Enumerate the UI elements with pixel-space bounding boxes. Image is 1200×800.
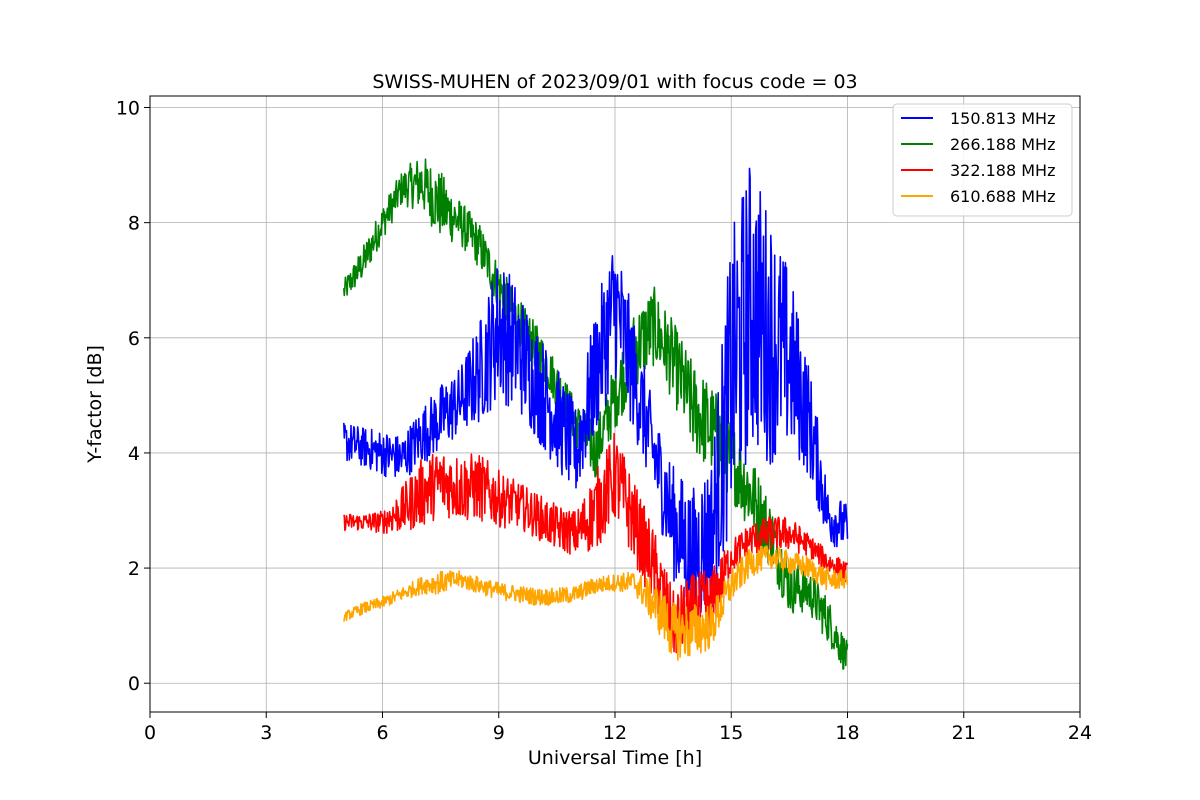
y-tick-label: 0 (128, 673, 140, 695)
x-tick-label: 21 (952, 722, 976, 744)
x-tick-label: 0 (144, 722, 156, 744)
x-tick-label: 6 (376, 722, 388, 744)
legend-box (892, 103, 1073, 217)
x-tick-label: 12 (603, 722, 627, 744)
legend: 150.813 MHz 266.188 MHz 322.188 MHz 610.688… (892, 103, 1073, 217)
x-tick-label: 18 (835, 722, 859, 744)
y-tick-label: 2 (128, 558, 140, 580)
x-tick-label: 24 (1068, 722, 1092, 744)
series-line (343, 167, 849, 625)
series-line (343, 158, 849, 670)
chart-title: SWISS-MUHEN of 2023/09/01 with focus cod… (372, 71, 857, 93)
legend-label: 150.813 MHz (950, 109, 1055, 128)
legend-label: 266.188 MHz (950, 135, 1055, 154)
y-axis-title: Y-factor [dB] (84, 345, 106, 464)
y-tick-label: 4 (128, 443, 140, 465)
y-tick-label: 8 (128, 213, 140, 235)
legend-label: 322.188 MHz (950, 161, 1055, 180)
x-tick-label: 9 (493, 722, 505, 744)
y-tick-label: 6 (128, 328, 140, 350)
x-axis-title: Universal Time [h] (528, 747, 702, 769)
x-tick-label: 15 (719, 722, 743, 744)
series-line (343, 432, 849, 654)
y-tick-label: 10 (116, 98, 140, 120)
plot-series (343, 158, 849, 670)
legend-label: 610.688 MHz (950, 187, 1055, 206)
x-tick-label: 3 (260, 722, 272, 744)
series-line (343, 545, 849, 661)
